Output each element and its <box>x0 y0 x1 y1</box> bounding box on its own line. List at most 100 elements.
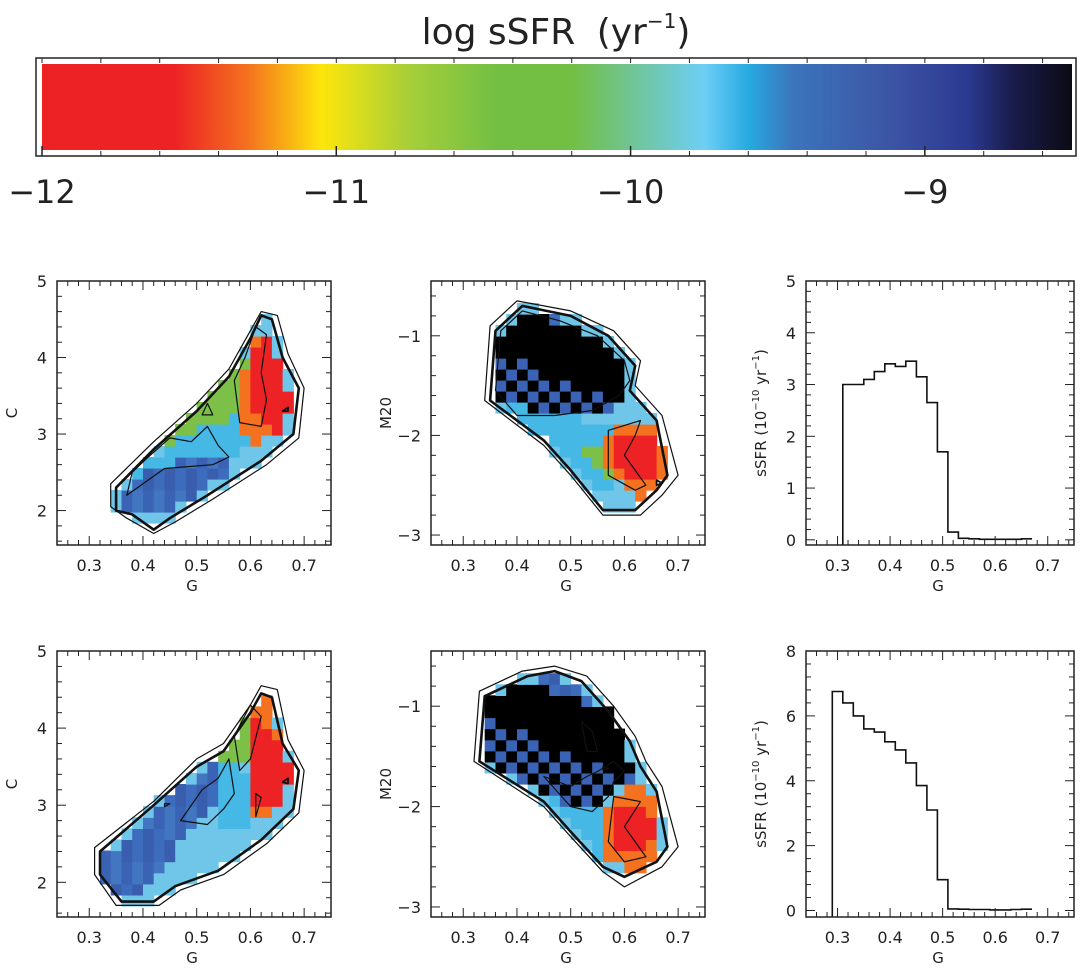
contour-line <box>98 692 301 903</box>
heatmap-cell <box>613 817 625 829</box>
heatmap-cell <box>110 872 122 885</box>
heatmap-cell <box>207 806 219 818</box>
heatmap-cell <box>121 501 133 513</box>
heatmap-cell <box>185 850 198 863</box>
heatmap-cell <box>218 413 230 425</box>
heatmap-cell <box>624 839 636 852</box>
heatmap-cell <box>517 706 529 719</box>
heatmap-cell <box>250 347 262 359</box>
heatmap-cell <box>549 772 561 785</box>
heatmap-cell <box>645 795 658 807</box>
heatmap-cell <box>559 784 572 796</box>
heatmap-cell <box>559 684 572 696</box>
heatmap-cell <box>207 817 219 829</box>
histogram-steps <box>831 690 1032 917</box>
heatmap-cell <box>143 501 155 513</box>
x-tick-label: 0.6 <box>612 928 637 947</box>
heatmap-cell <box>635 772 647 785</box>
heatmap-cell <box>196 761 208 774</box>
heatmap-cell <box>559 446 572 458</box>
y-axis-label: sSFR (10−10 yr−1) <box>751 349 770 477</box>
heatmap-cell <box>592 706 604 719</box>
heatmap-cell <box>602 717 615 730</box>
x-axis-label: G <box>186 949 198 967</box>
heatmap-cell <box>570 728 582 741</box>
heatmap-cell <box>613 490 625 502</box>
heatmap-cell <box>228 402 241 414</box>
heatmap-cell <box>527 402 539 414</box>
y-tick-label: 0 <box>786 531 796 550</box>
heatmap-cell <box>143 872 155 885</box>
y-tick-label: 5 <box>786 272 796 291</box>
heatmap-cell <box>559 336 572 348</box>
heatmap-cell <box>261 369 273 381</box>
heatmap-cell <box>218 772 230 785</box>
heatmap-cell <box>624 391 636 403</box>
heatmap-cell <box>175 490 187 502</box>
heatmap-cell <box>527 761 539 774</box>
heatmap-cell <box>250 761 262 774</box>
heatmap-cell <box>624 358 636 370</box>
heatmap-cell <box>581 739 593 752</box>
heatmap-cell <box>635 468 647 480</box>
heatmap-cell <box>645 479 658 491</box>
heatmap-cell <box>143 806 155 818</box>
heatmap-cell <box>282 391 294 403</box>
contour-line <box>602 765 609 772</box>
heatmap-cell <box>185 861 198 874</box>
heatmap-cell <box>282 761 294 774</box>
heatmap-cell <box>207 468 219 480</box>
heatmap-cell <box>164 828 176 840</box>
heatmap-cell <box>635 828 647 840</box>
heatmap-cell <box>250 336 262 348</box>
heatmap-cell <box>196 772 208 785</box>
heatmap-cell <box>559 695 572 707</box>
heatmap-cell <box>581 750 593 763</box>
heatmap-cell <box>635 839 647 852</box>
heatmap-cell <box>239 817 251 829</box>
heatmap-cell <box>538 772 550 785</box>
heatmap-cell <box>506 369 518 381</box>
heatmap-cell <box>538 424 550 436</box>
heatmap-cell <box>635 446 647 458</box>
y-axis-label: M20 <box>377 397 395 429</box>
heatmap-cell <box>602 347 615 359</box>
heatmap-cell <box>506 358 518 370</box>
heatmap-cell <box>495 739 507 752</box>
heatmap-cell <box>261 761 273 774</box>
heatmap-cell <box>495 695 507 707</box>
heatmap-cell <box>549 706 561 719</box>
heatmap-cell <box>228 424 241 436</box>
heatmap-cell <box>570 468 582 480</box>
heatmap-cell <box>121 850 133 863</box>
heatmap-cell <box>592 369 604 381</box>
axes-frame <box>430 280 706 546</box>
heatmap-cell <box>602 839 615 852</box>
heatmap-cell <box>549 739 561 752</box>
heatmap-cell <box>271 761 284 774</box>
heatmap-cell <box>100 872 112 885</box>
heatmap-cell <box>559 750 572 763</box>
heatmap-cell <box>559 347 572 359</box>
heatmap-cell <box>271 424 284 436</box>
heatmap-cell <box>538 402 550 414</box>
heatmap-cell <box>517 684 529 696</box>
heatmap-cell <box>121 883 133 896</box>
x-tick-label: 0.7 <box>291 928 316 947</box>
heatmap-cell <box>527 347 539 359</box>
heatmap-cell <box>592 336 604 348</box>
heatmap-cell <box>196 413 208 425</box>
heatmap-cell <box>239 446 251 458</box>
heatmap-cell <box>196 424 208 436</box>
y-tick-label: −3 <box>397 526 421 545</box>
heatmap-cell <box>175 861 187 874</box>
heatmap-cell <box>164 795 176 807</box>
heatmap-cell <box>153 839 165 852</box>
y-tick-label: −1 <box>397 327 421 346</box>
heatmap-cell <box>549 750 561 763</box>
heatmap-cell <box>175 446 187 458</box>
heatmap-cell <box>228 828 241 840</box>
heatmap-cell <box>645 828 658 840</box>
heatmap-cell <box>602 358 615 370</box>
heatmap-cell <box>624 435 636 447</box>
